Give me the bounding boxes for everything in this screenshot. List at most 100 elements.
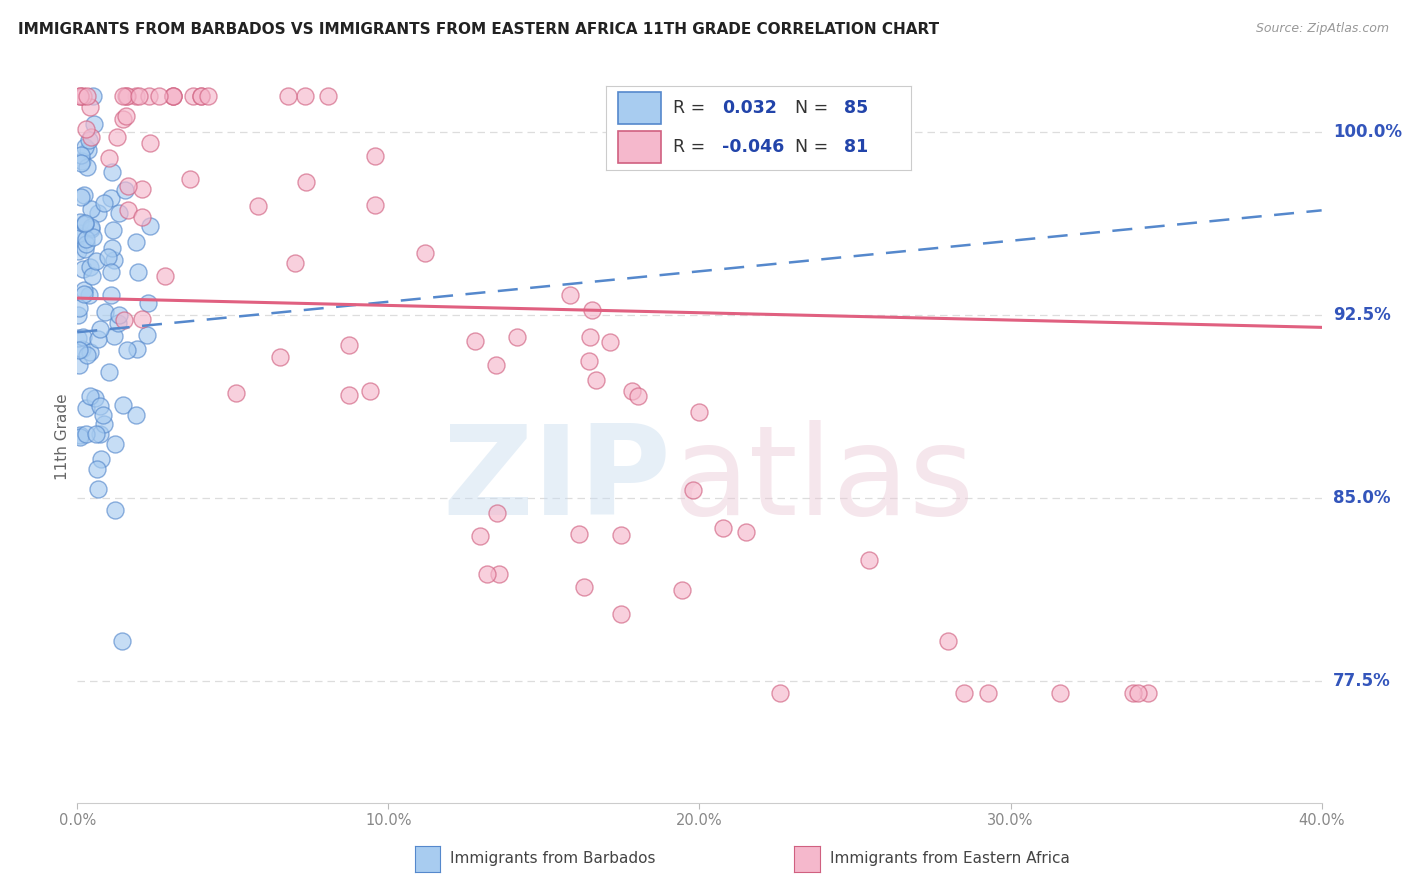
Point (77, 144, 100, 158)
Point (77, 287, 100, 301)
Text: N =: N = (796, 138, 834, 156)
Point (127, 265, 149, 279)
Point (69, 343, 91, 357)
Point (100, 191, 122, 205)
Point (79, 100, 101, 114)
Point (363, 149, 385, 163)
Point (67, 244, 90, 259)
Point (67, 301, 90, 315)
Point (82, 230, 104, 244)
Point (1128, 686, 1150, 700)
Point (66, 331, 89, 345)
Point (578, 353, 600, 368)
Point (100, 265, 122, 279)
Point (90, 451, 112, 466)
Point (84, 253, 107, 268)
Point (671, 583, 693, 598)
Point (76, 348, 98, 362)
Point (112, 398, 135, 412)
Text: Immigrants from Barbados: Immigrants from Barbados (450, 852, 655, 866)
Point (464, 334, 486, 349)
Point (560, 288, 582, 302)
Point (69, 88, 91, 103)
Point (125, 88, 148, 103)
Point (581, 303, 603, 318)
Text: Immigrants from Eastern Africa: Immigrants from Eastern Africa (830, 852, 1070, 866)
Point (139, 219, 162, 234)
Point (115, 109, 138, 123)
Point (138, 88, 160, 103)
Point (69, 226, 91, 240)
Point (599, 334, 621, 349)
Point (688, 405, 710, 419)
Text: 100.0%: 100.0% (1333, 123, 1402, 141)
Point (858, 552, 880, 566)
Point (112, 313, 135, 327)
Point (69, 430, 91, 444)
Point (98, 151, 121, 165)
Point (104, 503, 127, 517)
Point (79, 220, 101, 235)
Point (735, 525, 758, 540)
Point (936, 634, 959, 648)
Point (69, 190, 91, 204)
Point (79, 345, 101, 359)
Point (318, 88, 340, 103)
Point (769, 686, 792, 700)
Text: N =: N = (796, 99, 834, 117)
Point (131, 312, 153, 326)
Point (111, 88, 134, 103)
Point (114, 183, 136, 197)
Point (506, 329, 529, 343)
Point (70, 155, 93, 169)
Point (104, 436, 127, 450)
Point (100, 241, 122, 255)
Point (76, 160, 98, 174)
Point (103, 329, 125, 343)
Point (111, 634, 134, 648)
Point (87, 482, 110, 496)
Point (294, 88, 316, 103)
Point (69, 215, 91, 229)
Point (976, 686, 998, 700)
Point (97, 250, 120, 264)
Point (103, 253, 125, 268)
Point (1136, 686, 1159, 700)
Point (486, 506, 509, 520)
Text: IMMIGRANTS FROM BARBADOS VS IMMIGRANTS FROM EASTERN AFRICA 11TH GRADE CORRELATIO: IMMIGRANTS FROM BARBADOS VS IMMIGRANTS F… (18, 22, 939, 37)
Point (359, 384, 381, 398)
Point (620, 384, 643, 398)
Point (183, 88, 205, 103)
Point (70, 148, 93, 162)
Text: 81: 81 (844, 138, 868, 156)
Y-axis label: 11th Grade: 11th Grade (55, 393, 70, 481)
Point (82, 88, 104, 103)
Point (574, 580, 596, 594)
Point (364, 197, 387, 211)
Point (73, 242, 96, 256)
Point (108, 206, 131, 220)
Point (80, 202, 103, 216)
Point (125, 235, 148, 249)
Point (190, 88, 212, 103)
Point (73, 217, 96, 231)
Point (179, 172, 201, 186)
Point (98, 365, 121, 379)
FancyBboxPatch shape (619, 131, 661, 163)
Point (1049, 686, 1071, 700)
Point (488, 567, 510, 582)
Point (107, 309, 129, 323)
Text: atlas: atlas (673, 420, 974, 541)
Point (75, 427, 97, 442)
Point (115, 88, 138, 103)
Text: R =: R = (673, 99, 717, 117)
Point (69, 88, 91, 103)
Point (91, 408, 114, 422)
Point (131, 210, 153, 224)
Point (67, 229, 90, 244)
Point (477, 567, 499, 582)
Point (93, 196, 115, 211)
Point (139, 136, 162, 150)
Point (80, 269, 103, 284)
Point (105, 130, 128, 145)
